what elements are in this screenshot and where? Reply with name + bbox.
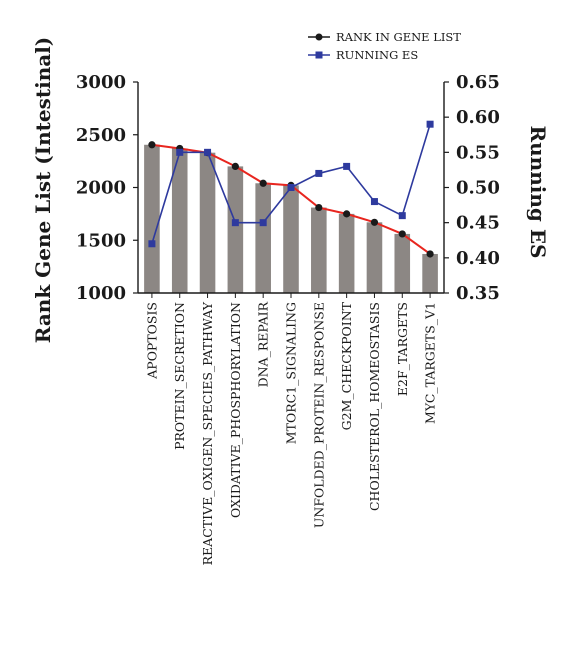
rank-marker-point [231,162,239,170]
bar-protein-secretion [171,148,188,293]
running-es-marker-point [231,219,239,227]
bar-mtorc1-signaling [283,185,299,293]
rank-marker-point [148,141,156,149]
rank-marker-point [426,250,434,258]
y-right-tick-label: 0.50 [456,178,500,199]
line-series [148,120,434,258]
rank-marker-point [259,179,267,187]
bar-reactive-oxigen-species-pathway [199,152,216,293]
x-tick-label-unfolded-protein-response: UNFOLDED_PROTEIN_RESPONSE [311,302,326,528]
running-es-marker-point [204,148,212,156]
bar-series [144,144,438,294]
legend-rank-swatch-marker [315,33,323,41]
bar-apoptosis [144,144,160,293]
rank-marker-point [398,230,406,238]
x-tick-label-g2m-checkpoint: G2M_CHECKPOINT [339,301,354,430]
x-tick-label-protein-secretion: PROTEIN_SECRETION [172,302,187,450]
y-left-tick-label: 2000 [76,178,126,199]
running-es-marker-point [259,219,267,227]
legend-es-swatch-marker [315,51,323,59]
bar-e2f-targets [394,233,411,293]
bar-myc-targets-v1 [422,253,438,293]
bar-cholesterol-homeostasis [366,222,383,293]
bar-unfolded-protein-response [311,207,327,293]
running-es-marker-point [343,162,351,170]
running-es-marker-point [315,169,323,177]
y-axis-title-right: Running ES [526,125,550,258]
legend-rank-label: RANK IN GENE LIST [336,30,461,44]
x-tick-label-apoptosis: APOPTOSIS [144,302,159,380]
bar-dna-repair [255,183,271,293]
x-tick-label-dna-repair: DNA_REPAIR [256,301,271,387]
y-right-tick-label: 0.35 [456,283,500,304]
running-es-marker-point [176,148,184,156]
x-tick-label-mtorc1-signaling: MTORC1_SIGNALING [284,302,299,444]
running-es-marker-point [370,198,378,206]
y-right-tick-label: 0.65 [456,72,500,93]
x-tick-label-myc-targets-v1: MYC_TARGETS_V1 [423,302,438,424]
x-tick-label-e2f-targets: E2F_TARGETS [395,302,410,396]
x-tick-label-oxidative-phosphorylation: OXIDATIVE_PHOSPHORYLATION [228,302,243,518]
y-right-tick-label: 0.55 [456,142,500,163]
y-left-tick-label: 3000 [76,72,126,93]
y-right-tick-label: 0.60 [456,107,500,128]
running-es-marker-point [287,184,295,191]
running-es-marker-point [426,120,434,128]
axis-labels: Rank Gene List (Intestinal) Running ES [31,37,550,344]
rank-marker-point [343,210,351,218]
y-left-tick-label: 1500 [76,230,126,251]
axes: 1000 1500 2000 2500 3000 0.35 0.40 0.45 0.50 0.55… [76,72,500,565]
y-right-tick-label: 0.45 [456,213,500,234]
running-es-marker-point [398,212,406,220]
running-es-marker-point [148,240,156,248]
bar-oxidative-phosphorylation [227,166,244,293]
legend: RANK IN GENE LIST RUNNING ES [308,30,461,62]
x-tick-label-reactive-oxigen-species-pathway: REACTIVE_OXIGEN_SPECIES_PATHWAY [200,301,215,565]
rank-marker-point [370,218,379,226]
x-tick-label-cholesterol-homeostasis: CHOLESTEROL_HOMEOSTASIS [367,302,382,511]
legend-es-label: RUNNING ES [336,48,418,62]
y-axis-title-left: Rank Gene List (Intestinal) [31,37,55,344]
rank-marker-point [315,203,323,212]
bar-g2m-checkpoint [338,213,355,294]
y-left-tick-label: 2500 [76,125,126,146]
y-left-tick-label: 1000 [76,283,126,304]
y-right-tick-label: 0.40 [456,248,500,269]
